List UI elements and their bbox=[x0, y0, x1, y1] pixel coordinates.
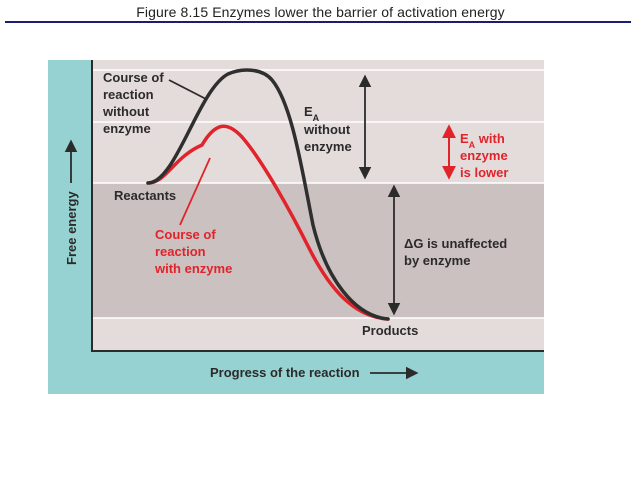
delta-g-band bbox=[92, 183, 544, 318]
svg-text:Course of: Course of bbox=[103, 70, 164, 85]
leader-line-without-enzyme bbox=[168, 79, 207, 100]
svg-text:without: without bbox=[303, 122, 351, 137]
uncatalyzed-reaction-curve bbox=[146, 68, 390, 321]
svg-text:ΔG is unaffected: ΔG is unaffected bbox=[404, 236, 507, 251]
svg-text:enzyme: enzyme bbox=[460, 148, 508, 163]
label-course-with-enzyme: Course of reaction with enzyme bbox=[154, 227, 232, 276]
energy-diagram-figure: Free energy Progress of the reaction Cou… bbox=[48, 60, 544, 394]
y-axis-label: Free energy bbox=[64, 191, 79, 265]
label-delta-g-unaffected: ΔG is unaffected by enzyme bbox=[404, 236, 507, 268]
svg-text:enzyme: enzyme bbox=[304, 139, 352, 154]
svg-text:EA with: EA with bbox=[460, 131, 505, 150]
label-ea-with-enzyme: EA with enzyme is lower bbox=[460, 131, 508, 180]
svg-text:with enzyme: with enzyme bbox=[154, 261, 232, 276]
svg-text:reaction: reaction bbox=[155, 244, 206, 259]
svg-text:enzyme: enzyme bbox=[103, 121, 151, 136]
catalyzed-reaction-curve bbox=[146, 124, 390, 321]
slide-title: Figure 8.15 Enzymes lower the barrier of… bbox=[136, 4, 505, 20]
x-axis-label: Progress of the reaction bbox=[210, 365, 360, 380]
label-course-without-enzyme: Course of reaction without enzyme bbox=[102, 70, 164, 136]
leader-line-with-enzyme bbox=[179, 157, 211, 226]
svg-text:reaction: reaction bbox=[103, 87, 154, 102]
label-reactants: Reactants bbox=[114, 188, 176, 203]
lower-energy-band bbox=[92, 318, 544, 351]
title-underline bbox=[5, 21, 631, 23]
svg-text:EA: EA bbox=[304, 104, 320, 123]
label-products: Products bbox=[362, 323, 418, 338]
svg-text:without: without bbox=[102, 104, 150, 119]
label-ea-without-enzyme: EA without enzyme bbox=[303, 104, 352, 154]
svg-text:Course of: Course of bbox=[155, 227, 216, 242]
svg-text:is lower: is lower bbox=[460, 165, 508, 180]
svg-text:by enzyme: by enzyme bbox=[404, 253, 470, 268]
energy-diagram: Free energy Progress of the reaction Cou… bbox=[64, 60, 544, 380]
